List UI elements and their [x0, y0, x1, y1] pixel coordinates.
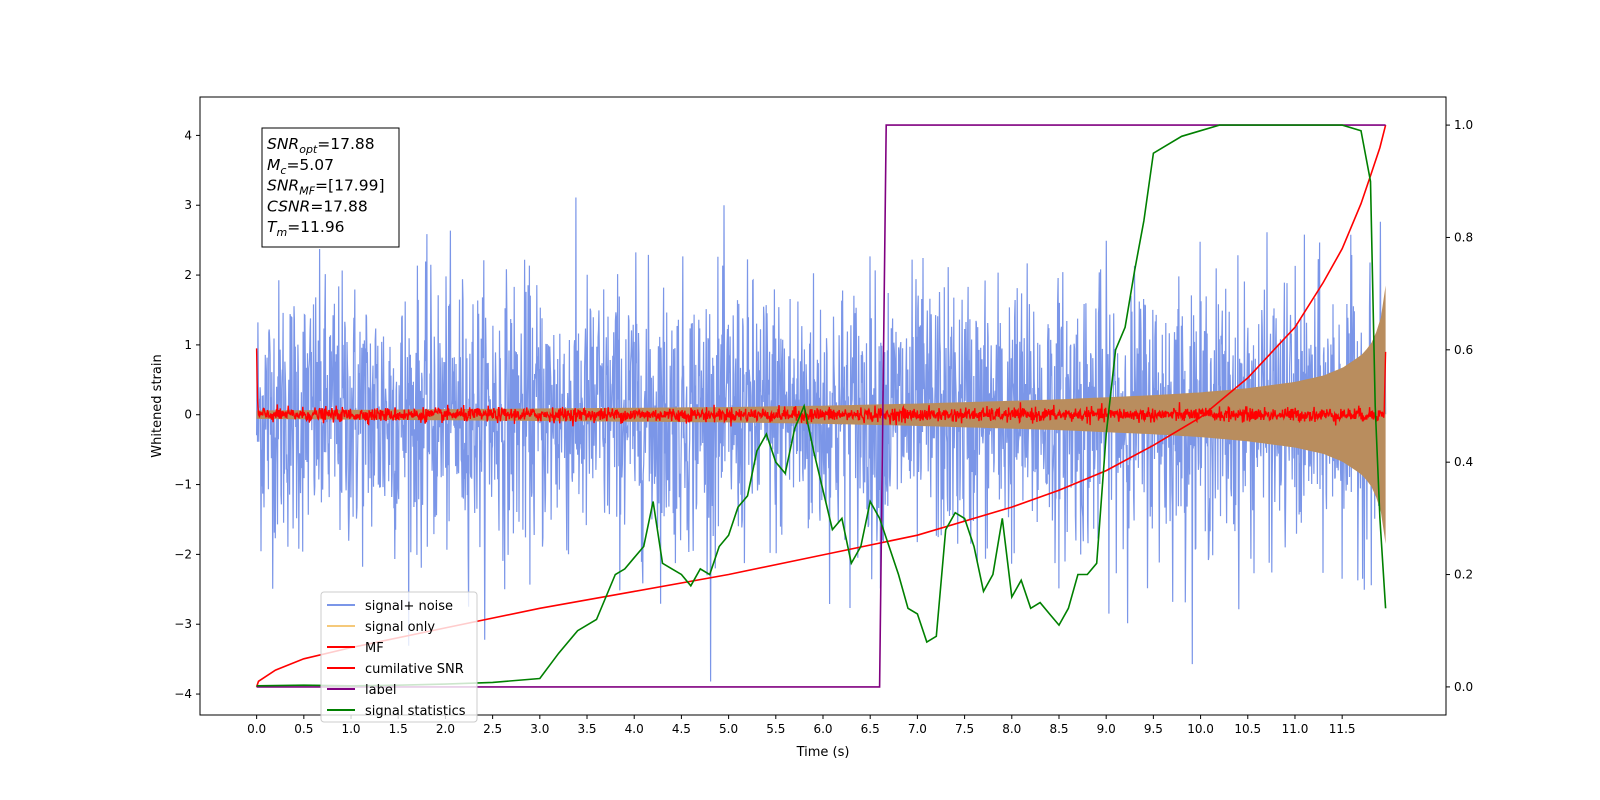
- x-tick-label: 7.0: [908, 722, 927, 736]
- x-tick-label: 8.5: [1049, 722, 1068, 736]
- x-tick-label: 4.5: [672, 722, 691, 736]
- legend-label: signal statistics: [365, 704, 466, 719]
- x-tick-label: 3.5: [577, 722, 596, 736]
- x-tick-label: 6.5: [861, 722, 880, 736]
- y-tick-label: 2: [184, 268, 192, 282]
- x-tick-label: 6.0: [813, 722, 832, 736]
- x-tick-label: 5.5: [766, 722, 785, 736]
- legend-label: MF: [365, 641, 384, 656]
- x-tick-label: 0.0: [247, 722, 266, 736]
- axes: 0.0 0.5 1.0 1.5 2.0 2.5 3.0 3.5 4.0 4.5 5.0 5.5 6.0 6…: [174, 118, 1473, 736]
- y2-tick-label: 1.0: [1454, 118, 1473, 132]
- legend-label: signal+ noise: [365, 599, 453, 614]
- annotation-line: SNRMF=[17.99]: [267, 177, 385, 198]
- annotation-line: Mc=5.07: [267, 156, 334, 177]
- y-tick-label: −4: [174, 687, 192, 701]
- y-tick-label: −2: [174, 547, 192, 561]
- x-tick-label: 5.0: [719, 722, 738, 736]
- x-tick-label: 3.0: [530, 722, 549, 736]
- annotation-line: SNRopt=17.88: [267, 135, 375, 156]
- legend-label: label: [365, 683, 396, 698]
- y2-tick-label: 0.0: [1454, 680, 1473, 694]
- y-tick-label: −1: [174, 478, 192, 492]
- legend: signal+ noise signal only MF cumilative SNR…: [320, 591, 478, 723]
- y-tick-label: 0: [184, 408, 192, 422]
- x-axis-label: Time (s): [796, 745, 850, 760]
- x-tick-label: 10.5: [1234, 722, 1261, 736]
- x-tick-label: 4.0: [625, 722, 644, 736]
- x-tick-label: 1.5: [389, 722, 408, 736]
- series-label: [256, 124, 1386, 688]
- y-tick-label: 4: [184, 128, 192, 142]
- y-axis-label: Whitened strain: [150, 354, 165, 457]
- y-tick-label: 1: [184, 338, 192, 352]
- x-tick-label: 10.0: [1187, 722, 1214, 736]
- y2-tick-label: 0.6: [1454, 343, 1473, 357]
- y-tick-label: −3: [174, 617, 192, 631]
- x-tick-label: 8.0: [1002, 722, 1021, 736]
- series-mf: [255, 348, 1387, 427]
- annotation-line: Tm=11.96: [267, 218, 345, 239]
- series-signal-statistics: [256, 124, 1387, 687]
- annotation-line: CSNR=17.88: [267, 197, 368, 215]
- x-tick-label: 2.0: [436, 722, 455, 736]
- x-tick-label: 9.0: [1097, 722, 1116, 736]
- x-tick-label: 1.0: [341, 722, 360, 736]
- legend-label: signal only: [365, 620, 435, 635]
- legend-label: cumilative SNR: [365, 662, 464, 677]
- x-tick-label: 11.0: [1282, 722, 1309, 736]
- annotation-frame: [261, 127, 400, 248]
- annotation-box: SNRopt=17.88Mc=5.07SNRMF=[17.99]CSNR=17.…: [261, 127, 400, 248]
- x-tick-label: 11.5: [1329, 722, 1356, 736]
- y2-tick-label: 0.4: [1454, 455, 1473, 469]
- x-tick-label: 0.5: [294, 722, 313, 736]
- y-tick-label: 3: [184, 198, 192, 212]
- x-tick-label: 2.5: [483, 722, 502, 736]
- y2-tick-label: 0.2: [1454, 568, 1473, 582]
- legend-frame: [320, 591, 478, 723]
- x-tick-label: 9.5: [1144, 722, 1163, 736]
- x-tick-label: 7.5: [955, 722, 974, 736]
- y2-tick-label: 0.8: [1454, 230, 1473, 244]
